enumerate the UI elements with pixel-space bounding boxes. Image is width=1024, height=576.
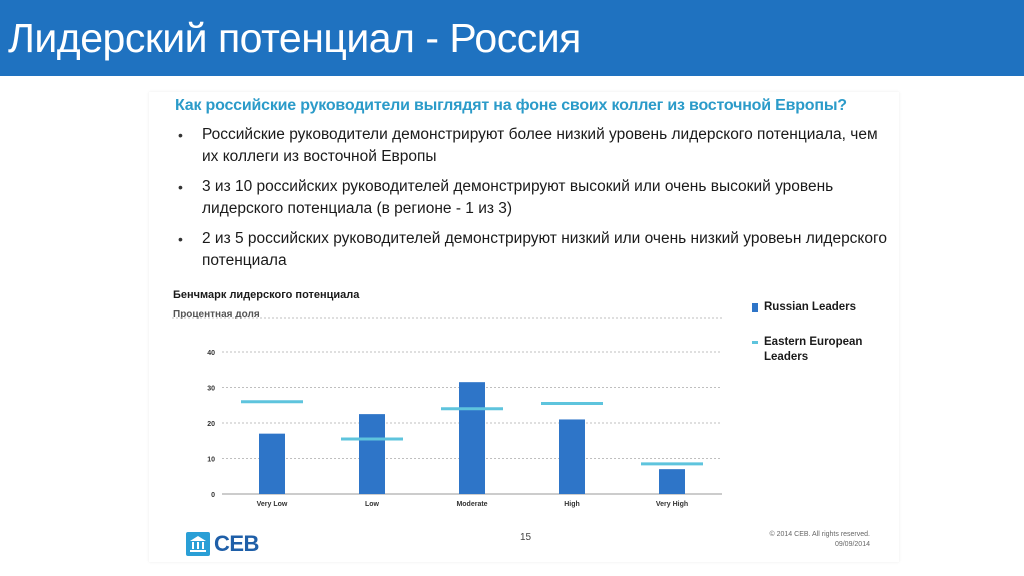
x-tick-label: Very High — [656, 501, 688, 508]
copyright-date: 09/09/2014 — [834, 541, 870, 548]
bullet-text: 2 из 5 российских руководителей демонстр… — [202, 230, 887, 269]
chart-title: Бенчмарк лидерского потенциала — [173, 289, 360, 301]
bullet-item: • Российские руководители демонстрируют … — [178, 124, 898, 168]
bullet-dot-icon: • — [178, 179, 183, 195]
bar-russian-leaders — [459, 382, 485, 494]
header-bar — [0, 0, 1024, 76]
bullet-dot-icon: • — [178, 127, 183, 143]
page-number: 15 — [520, 532, 532, 543]
bar-russian-leaders — [359, 414, 385, 494]
slide-title: Лидерский потенциал - Россия — [8, 15, 581, 61]
building-icon — [186, 532, 210, 556]
legend-label: Eastern European Leaders — [764, 336, 863, 363]
y-tick-label: 20 — [207, 421, 215, 428]
ceb-logo: CEB — [186, 531, 259, 557]
bar-russian-leaders — [259, 433, 285, 494]
question-heading: Как российские руководители выглядят на … — [175, 97, 847, 114]
x-tick-label: Moderate — [456, 501, 487, 508]
y-tick-label: 30 — [207, 386, 215, 393]
logo-text: CEB — [214, 531, 259, 556]
x-tick-label: Very Low — [257, 501, 288, 508]
x-tick-label: High — [564, 501, 580, 508]
legend-item-eastern: Eastern European Leaders — [752, 335, 882, 365]
x-tick-label: Low — [365, 501, 380, 508]
bar-russian-leaders — [559, 419, 585, 494]
bullet-list: • Российские руководители демонстрируют … — [178, 124, 898, 280]
legend-item-russian: Russian Leaders — [752, 300, 882, 315]
chart-legend: Russian Leaders Eastern European Leaders — [752, 300, 882, 385]
chart-subtitle: Процентная доля — [173, 309, 260, 320]
bullet-dot-icon: • — [178, 231, 183, 247]
bar-russian-leaders — [659, 469, 685, 494]
y-tick-label: 0 — [211, 492, 215, 499]
copyright-text: © 2014 CEB. All rights reserved. — [769, 531, 870, 538]
y-tick-label: 40 — [207, 350, 215, 357]
legend-label: Russian Leaders — [764, 301, 857, 313]
bullet-text: Российские руководители демонстрируют бо… — [202, 126, 878, 165]
copyright-block: © 2014 CEB. All rights reserved. 09/09/2… — [740, 530, 870, 550]
bar-swatch-icon — [752, 303, 758, 312]
bullet-text: 3 из 10 российских руководителей демонст… — [202, 178, 834, 217]
bullet-item: • 3 из 10 российских руководителей демон… — [178, 176, 898, 220]
y-tick-label: 10 — [207, 457, 215, 464]
line-swatch-icon — [752, 341, 758, 344]
bullet-item: • 2 из 5 российских руководителей демонс… — [178, 228, 898, 272]
